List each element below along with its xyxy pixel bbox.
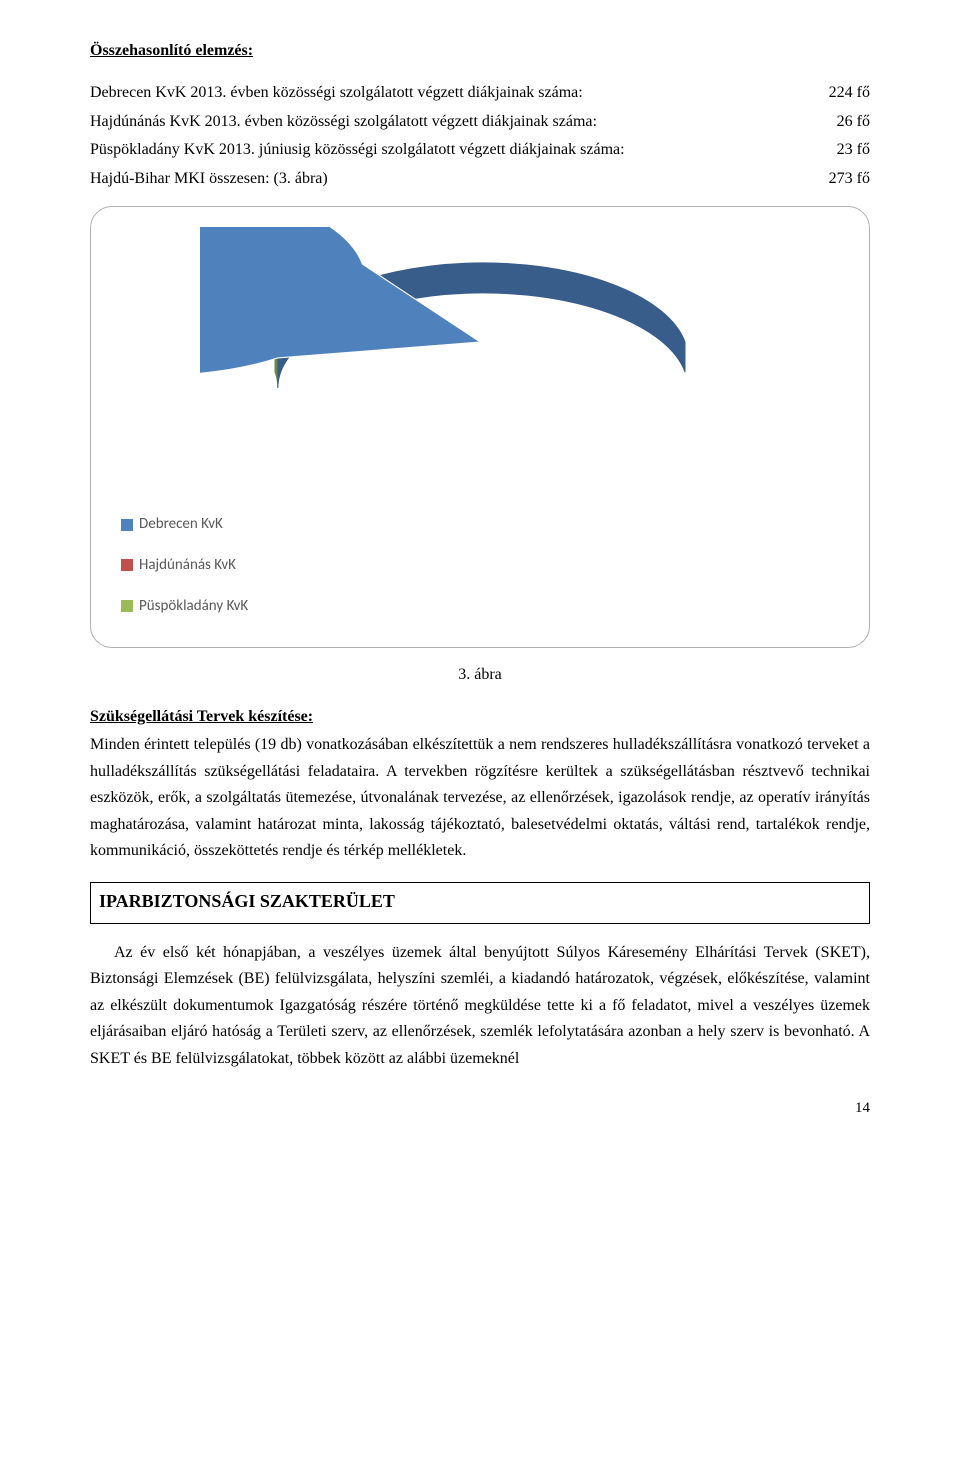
- chart-legend: Debrecen KvK Hajdúnánás KvK Püspökladány…: [121, 512, 839, 618]
- stat-label: Debrecen KvK 2013. évben közösségi szolg…: [90, 80, 583, 106]
- heading-comparative: Összehasonlító elemzés:: [90, 38, 870, 64]
- legend-item: Hajdúnánás KvK: [121, 553, 839, 578]
- stat-row: Debrecen KvK 2013. évben közösségi szolg…: [90, 80, 870, 106]
- stat-value: 224 fő: [819, 80, 870, 106]
- section-title: IPARBIZTONSÁGI SZAKTERÜLET: [90, 882, 870, 924]
- legend-swatch: [121, 600, 133, 612]
- page-number: 14: [90, 1096, 870, 1121]
- stat-row: Hajdúnánás KvK 2013. évben közösségi szo…: [90, 109, 870, 135]
- stat-label: Hajdúnánás KvK 2013. évben közösségi szo…: [90, 109, 597, 135]
- stat-row: Hajdú-Bihar MKI összesen: (3. ábra) 273 …: [90, 166, 870, 192]
- stat-value: 26 fő: [827, 109, 870, 135]
- legend-swatch: [121, 519, 133, 531]
- legend-item: Püspökladány KvK: [121, 594, 839, 619]
- paragraph: Minden érintett település (19 db) vonatk…: [90, 732, 870, 864]
- stat-value: 23 fő: [827, 137, 870, 163]
- pie-chart: [121, 227, 839, 496]
- stat-label: Püspökladány KvK 2013. júniusig közösség…: [90, 137, 625, 163]
- stat-label: Hajdú-Bihar MKI összesen: (3. ábra): [90, 166, 328, 192]
- page: Összehasonlító elemzés: Debrecen KvK 201…: [0, 0, 960, 1471]
- legend-label: Debrecen KvK: [139, 512, 223, 537]
- legend-swatch: [121, 559, 133, 571]
- stat-row: Püspökladány KvK 2013. júniusig közösség…: [90, 137, 870, 163]
- legend-label: Hajdúnánás KvK: [139, 553, 236, 578]
- paragraph: Az év első két hónapjában, a veszélyes ü…: [90, 940, 870, 1072]
- legend-label: Püspökladány KvK: [139, 594, 248, 619]
- stat-value: 273 fő: [819, 166, 870, 192]
- chart-caption: 3. ábra: [90, 662, 870, 688]
- pie-chart-box: Debrecen KvK Hajdúnánás KvK Püspökladány…: [90, 206, 870, 648]
- heading-plans: Szükségellátási Tervek készítése:: [90, 704, 870, 730]
- legend-item: Debrecen KvK: [121, 512, 839, 537]
